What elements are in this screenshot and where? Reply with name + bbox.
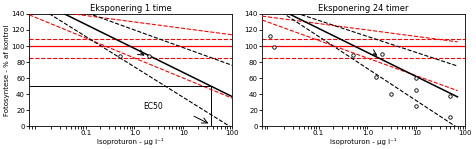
Y-axis label: Fotosyntese - % af kontrol: Fotosyntese - % af kontrol xyxy=(4,24,10,116)
X-axis label: Isoproturon - µg l⁻¹: Isoproturon - µg l⁻¹ xyxy=(330,138,397,145)
Text: EC50: EC50 xyxy=(143,102,163,111)
X-axis label: Isoproturon - µg l⁻¹: Isoproturon - µg l⁻¹ xyxy=(98,138,164,145)
Title: Eksponering 24 timer: Eksponering 24 timer xyxy=(318,4,409,13)
Title: Eksponering 1 time: Eksponering 1 time xyxy=(90,4,171,13)
